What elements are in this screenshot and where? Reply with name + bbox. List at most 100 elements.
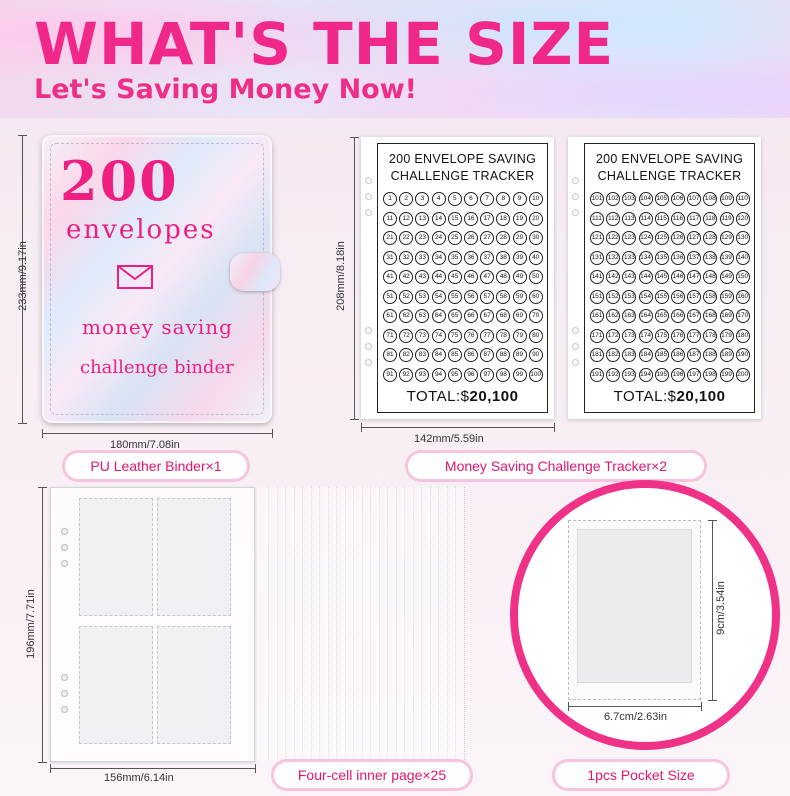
envelope-number: 97	[480, 367, 495, 382]
envelope-number: 168	[703, 309, 718, 323]
dim-tick	[272, 429, 273, 438]
tracker-height-label: 208mm/8.18in	[335, 241, 347, 311]
page-title: WHAT'S THE SIZE	[34, 10, 615, 78]
envelope-number: 110	[735, 192, 750, 206]
envelope-number: 146	[670, 270, 685, 284]
stacked-page-edge	[291, 487, 303, 762]
envelope-number: 72	[399, 328, 414, 343]
envelope-number-grid: 1 2 3 4 5 6 7 8 9 10 11 12 13 14 15 16 17 18 19 20 21 22 23 24 2…	[383, 192, 545, 387]
envelope-number: 49	[512, 270, 527, 284]
envelope-number: 35	[447, 250, 462, 265]
tracker-title-line-2: CHALLENGE TRACKER	[597, 169, 742, 183]
envelope-number: 117	[687, 211, 702, 226]
envelope-number: 191	[590, 367, 604, 382]
envelope-number: 119	[719, 211, 734, 226]
envelope-number: 102	[606, 192, 621, 206]
page-hole	[61, 560, 68, 567]
stacked-page-edge	[410, 487, 422, 762]
inner-pages-stack	[50, 487, 470, 762]
envelope-number: 162	[606, 309, 621, 323]
envelope-number: 39	[512, 250, 527, 265]
pages-height-label: 196mm/7.71in	[25, 589, 37, 659]
envelope-number: 79	[512, 328, 527, 343]
envelope-number: 26	[463, 231, 478, 245]
envelope-number: 56	[463, 289, 478, 304]
total-value: 20,100	[469, 388, 519, 405]
envelope-number: 166	[670, 309, 685, 323]
total-label: TOTAL:$	[406, 388, 470, 405]
envelope-number: 32	[399, 250, 414, 265]
dim-tick	[38, 487, 47, 488]
envelope-number: 51	[383, 289, 397, 304]
envelope-number: 194	[638, 367, 653, 382]
envelope-number: 60	[528, 289, 543, 304]
dim-tick	[350, 137, 359, 138]
envelope-number: 172	[606, 328, 621, 343]
envelope-number: 43	[415, 270, 430, 284]
punch-hole	[365, 343, 372, 350]
envelope-number: 101	[590, 192, 604, 206]
envelope-number: 100	[528, 367, 543, 382]
stacked-page-edge	[316, 487, 329, 762]
envelope-number: 11	[383, 211, 397, 226]
card-slot	[157, 498, 231, 616]
pages-width-line	[50, 768, 255, 769]
envelope-number: 90	[528, 348, 543, 362]
envelope-number: 127	[687, 231, 702, 245]
envelope-number: 2	[399, 192, 414, 206]
envelope-number: 144	[638, 270, 653, 284]
envelope-number: 61	[383, 309, 397, 323]
envelope-number: 67	[480, 309, 495, 323]
envelope-number: 171	[590, 328, 604, 343]
envelope-number: 52	[399, 289, 414, 304]
envelope-number: 178	[703, 328, 718, 343]
envelope-number: 28	[496, 231, 511, 245]
binder-holes	[365, 177, 373, 397]
envelope-number: 23	[415, 231, 430, 245]
envelope-number: 176	[670, 328, 685, 343]
envelope-number: 75	[447, 328, 462, 343]
envelope-number: 9	[512, 192, 527, 206]
stacked-page-edge	[299, 487, 312, 762]
stacked-page-edge	[274, 487, 286, 762]
page-hole	[61, 544, 68, 551]
pocket-caption: 1pcs Pocket Size	[555, 762, 727, 788]
pocket-height-label: 9cm/3.54in	[715, 581, 727, 635]
envelope-number: 50	[528, 270, 543, 284]
stacked-page-edge	[350, 487, 363, 762]
envelope-number: 65	[447, 309, 462, 323]
envelope-number: 138	[703, 250, 718, 265]
punch-hole	[365, 359, 372, 366]
punch-hole	[572, 193, 579, 200]
dim-tick	[255, 764, 256, 773]
stacked-page-edge	[376, 487, 388, 762]
envelope-number: 150	[735, 270, 750, 284]
envelope-number: 4	[431, 192, 446, 206]
envelope-number: 14	[431, 211, 446, 226]
envelope-number: 47	[480, 270, 495, 284]
envelope-number: 137	[687, 250, 702, 265]
envelope-number: 170	[735, 309, 750, 323]
envelope-number: 159	[719, 289, 734, 304]
pages-width-label: 156mm/6.14in	[104, 772, 174, 784]
envelope-number: 105	[654, 192, 669, 206]
envelope-number: 135	[654, 250, 669, 265]
stacked-page-edge	[384, 487, 397, 762]
punch-hole	[365, 177, 372, 184]
stacked-page-edge	[342, 487, 354, 762]
envelope-number: 33	[415, 250, 430, 265]
binder-width-label: 180mm/7.08in	[110, 439, 180, 451]
envelope-number: 132	[606, 250, 621, 265]
envelope-number: 1	[383, 192, 397, 206]
envelope-number: 103	[622, 192, 637, 206]
envelope-number: 3	[415, 192, 430, 206]
envelope-number: 73	[415, 328, 430, 343]
envelope-number: 96	[463, 367, 478, 382]
binder-envelopes-word: envelopes	[66, 215, 216, 245]
envelope-number: 64	[431, 309, 446, 323]
envelope-number: 88	[496, 348, 511, 362]
envelope-number-grid: 101 102 103 104 105 106 107 108 109 110 111 112 113 1…	[590, 192, 752, 387]
envelope-number: 16	[463, 211, 478, 226]
envelope-number: 112	[606, 211, 621, 226]
